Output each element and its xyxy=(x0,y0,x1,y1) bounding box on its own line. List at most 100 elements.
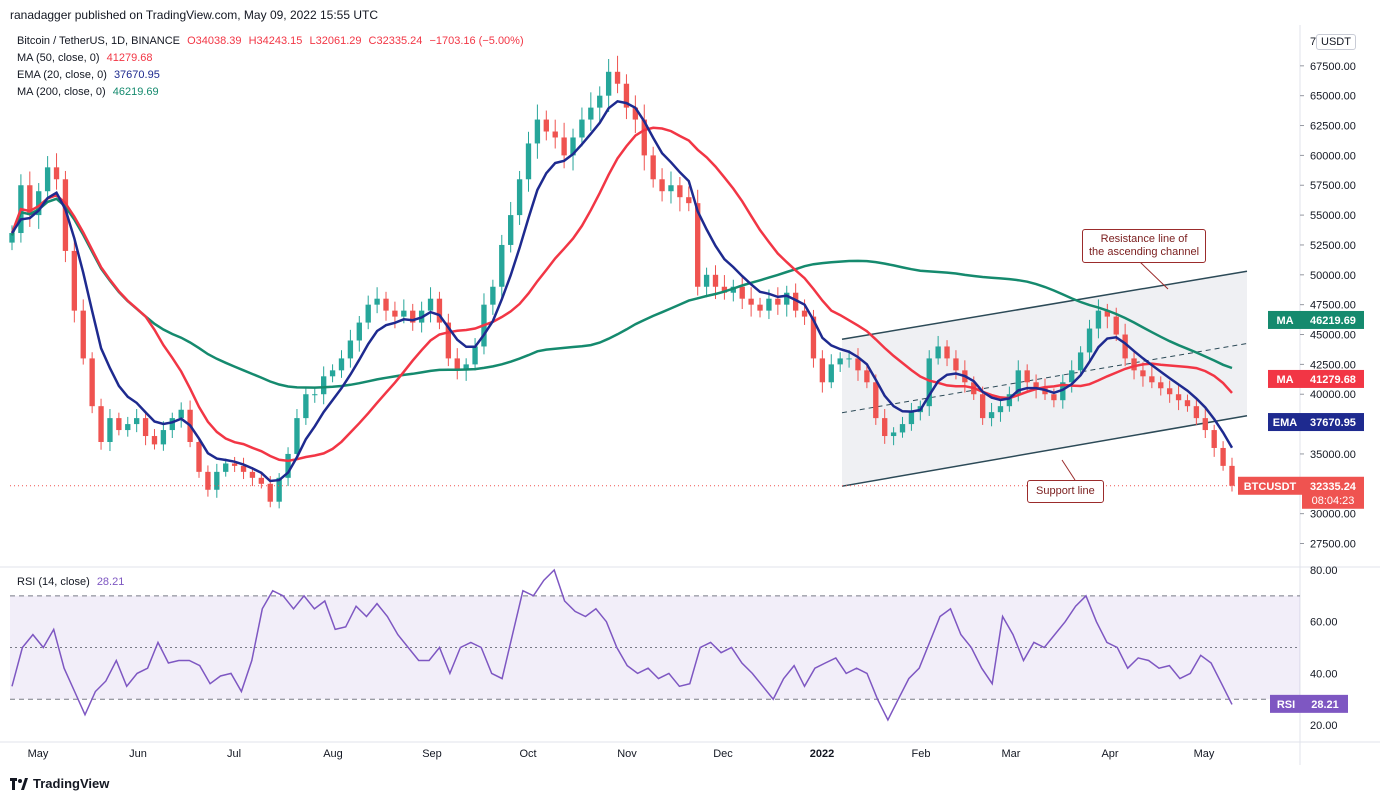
ohlc-low: L32061.29 xyxy=(309,35,362,47)
rsi-axis-tick-label: 40.00 xyxy=(1310,668,1338,680)
resistance-callout: Resistance line of the ascending channel xyxy=(1082,229,1207,263)
candle-body xyxy=(116,418,122,431)
candle-body xyxy=(1149,376,1155,383)
candle-body xyxy=(472,346,478,365)
rsi-legend-value: 28.21 xyxy=(96,576,125,588)
ma200-legend[interactable]: MA (200, close, 0) 46219.69 xyxy=(17,86,159,98)
candle-body xyxy=(214,471,220,490)
candle-body xyxy=(427,298,434,311)
candle-body xyxy=(748,298,754,305)
ma200-line xyxy=(10,197,1233,389)
candle-body xyxy=(134,418,140,425)
time-axis-label: Nov xyxy=(617,748,637,760)
price-axis-tick-label: 45000.00 xyxy=(1310,330,1356,342)
ma50-axis-label-value-bg xyxy=(1302,369,1364,388)
price-axis-tick-label: 50000.00 xyxy=(1310,270,1356,282)
candle-body xyxy=(1202,418,1208,431)
candle-body xyxy=(249,471,256,478)
candle-body xyxy=(98,406,104,442)
candle-body xyxy=(614,71,621,84)
candle-body xyxy=(997,406,1004,413)
ma50-legend[interactable]: MA (50, close, 0) 41279.68 xyxy=(17,52,153,64)
candle-body xyxy=(703,274,710,287)
time-axis-label: Jul xyxy=(227,748,241,760)
candle-body xyxy=(801,310,808,317)
candle-body xyxy=(1077,352,1084,371)
rsi-axis-value-bg xyxy=(1302,694,1348,713)
candle-body xyxy=(223,463,229,472)
support-callout-pointer xyxy=(1061,459,1076,481)
candle-body xyxy=(1220,447,1226,466)
last-price-symbol: BTCUSDT xyxy=(1244,481,1297,493)
price-axis-tick-label: 35000.00 xyxy=(1310,449,1356,461)
candle-body xyxy=(1193,406,1200,419)
resistance-callout-line2: the ascending channel xyxy=(1089,246,1200,258)
candle-body xyxy=(125,424,131,431)
time-axis-label: Mar xyxy=(1002,748,1021,760)
candle-body xyxy=(579,119,585,138)
price-axis-tick-label: 30000.00 xyxy=(1310,509,1356,521)
candle-body xyxy=(979,394,986,419)
ma200-axis-label-value: 46219.69 xyxy=(1310,315,1356,327)
candle-body xyxy=(766,298,772,311)
price-axis-tick-label: 55000.00 xyxy=(1310,210,1356,222)
last-price-countdown: 08:04:23 xyxy=(1312,495,1355,507)
candle-body xyxy=(1122,334,1128,359)
candle-body xyxy=(650,155,656,180)
candle-body xyxy=(757,304,763,311)
candle-body xyxy=(142,418,149,437)
price-axis-tick-label: 47500.00 xyxy=(1310,300,1356,312)
candle-body xyxy=(588,107,594,120)
candle-body xyxy=(677,185,683,198)
candle-body xyxy=(62,179,69,251)
ema20-axis-label-value-bg xyxy=(1302,413,1364,432)
candle-body xyxy=(944,346,950,359)
candle-body xyxy=(321,376,327,395)
candle-body xyxy=(151,436,158,445)
candle-body xyxy=(276,477,282,502)
channel-midline xyxy=(841,342,1248,414)
price-axis-tick-label: 67500.00 xyxy=(1310,61,1356,73)
candle-body xyxy=(864,370,870,383)
candle-body xyxy=(1006,394,1013,407)
candle-body xyxy=(632,107,639,120)
price-axis-tick-label: 62500.00 xyxy=(1310,121,1356,133)
price-axis-tick-label: 52500.00 xyxy=(1310,240,1356,252)
ohlc-high: H34243.15 xyxy=(248,35,303,47)
rsi-axis-tick-label: 80.00 xyxy=(1310,565,1338,577)
candle-body xyxy=(908,412,915,425)
ma200-legend-label: MA (200, close, 0) xyxy=(17,86,106,98)
candle-body xyxy=(846,358,852,360)
last-price-value: 32335.24 xyxy=(1310,481,1357,493)
ma50-axis-label-value: 41279.68 xyxy=(1310,374,1356,386)
candle-body xyxy=(623,83,630,108)
ema20-line xyxy=(10,99,1234,483)
candle-body xyxy=(1095,310,1102,329)
candle-body xyxy=(436,298,443,323)
candle-body xyxy=(935,346,941,359)
time-axis-label: 2022 xyxy=(810,748,834,760)
rsi-legend[interactable]: RSI (14, close) 28.21 xyxy=(17,576,124,588)
tradingview-logo[interactable]: TradingView xyxy=(10,776,109,791)
candle-body xyxy=(240,465,247,472)
candle-body xyxy=(169,418,175,431)
candle-body xyxy=(570,137,576,156)
candle-body xyxy=(837,358,843,365)
ma200-axis-label-value-bg xyxy=(1302,310,1364,329)
candle-body xyxy=(454,358,460,371)
candle-body xyxy=(953,358,959,371)
candle-body xyxy=(36,191,42,216)
candle-body xyxy=(890,432,897,437)
candle-body xyxy=(178,409,184,419)
candle-body xyxy=(810,316,817,359)
time-axis-label: Jun xyxy=(129,748,147,760)
price-axis-tick-label: 42500.00 xyxy=(1310,359,1356,371)
ema20-legend[interactable]: EMA (20, close, 0) 37670.95 xyxy=(17,69,160,81)
currency-button[interactable]: USDT xyxy=(1316,34,1356,50)
candle-body xyxy=(721,286,728,293)
candle-body xyxy=(784,292,790,305)
tradingview-logo-icon xyxy=(10,777,28,790)
time-axis-label: May xyxy=(1194,748,1215,760)
